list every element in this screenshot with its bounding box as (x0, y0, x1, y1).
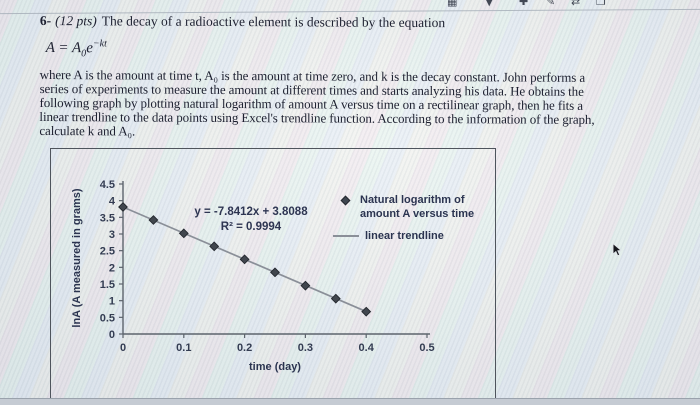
x-tick-label: 0 (120, 342, 126, 354)
equation-lhs: A = A (45, 40, 82, 57)
equation-exponent: −kt (92, 38, 107, 50)
r-squared-value: R² = 0.9994 (220, 221, 282, 233)
y-tick-label: 1.5 (100, 279, 115, 291)
problem-body: where A is the amount at time t, A₀ is t… (39, 67, 594, 140)
legend-entry-trendline: linear trendline (333, 229, 489, 243)
y-axis-title: lnA (A measured in grams) (71, 188, 83, 328)
y-tick-label: 3.5 (100, 212, 115, 224)
data-point (330, 293, 341, 304)
y-tick-label: 2.5 (100, 246, 115, 258)
y-tick-label: 1 (109, 296, 115, 308)
legend-label: Natural logarithm of amount A versus tim… (360, 194, 475, 220)
problem-heading: 6- (12 pts) The decay of a radioactive ele… (40, 13, 595, 32)
swap-arrows-icon[interactable]: ⇄ (571, 0, 581, 8)
y-tick-label: 4 (109, 196, 116, 208)
problem-intro: The decay of a radioactive element is de… (101, 13, 446, 31)
trendline-equation: y = -7.8412x + 3.8088 (194, 206, 308, 218)
diamond-marker-icon (340, 195, 351, 206)
plus-icon[interactable]: ✚ (519, 0, 529, 8)
legend-entry-scatter: Natural logarithm of amount A versus tim… (339, 193, 489, 221)
chart: 0 0.1 0.2 0.3 0.4 0.5 0 0.5 1 1.5 2 2.5 3 3.5 4 4.5 lnA… (50, 148, 496, 400)
y-tick-label: 3 (109, 229, 115, 241)
y-tick-label: 2 (109, 262, 115, 274)
x-tick-label: 0.1 (176, 342, 191, 354)
document-icon[interactable]: ❐ (596, 0, 606, 8)
problem-points: (12 pts) (55, 13, 97, 29)
data-point (148, 215, 159, 225)
screen-bottom-edge (0, 398, 700, 405)
x-axis-title: time (day) (249, 361, 301, 373)
x-tick-label: 0.2 (237, 342, 252, 354)
data-point (178, 228, 189, 239)
data-point (239, 254, 250, 265)
grid-icon[interactable]: ▦ (447, 0, 458, 8)
y-tick-label: 0.5 (100, 312, 115, 324)
chart-legend: Natural logarithm of amount A versus tim… (333, 193, 489, 243)
data-point (270, 267, 280, 278)
mouse-cursor-icon (612, 243, 622, 257)
x-tick-label: 0.3 (298, 342, 313, 354)
y-tick-label: 4.5 (100, 179, 115, 191)
x-tick-label: 0.5 (419, 342, 434, 354)
data-point (209, 241, 220, 252)
y-tick-label: 0 (109, 329, 115, 341)
pencil-icon[interactable]: ✎ (546, 0, 556, 8)
problem-statement: 6- (12 pts) The decay of a radioactive ele… (39, 13, 595, 140)
data-point (361, 306, 372, 317)
data-point (118, 202, 128, 212)
data-point (300, 280, 311, 291)
decay-equation: A = A0e−kt (46, 38, 595, 62)
legend-label: linear trendline (365, 230, 444, 242)
problem-number: 6- (39, 13, 52, 29)
chevron-down-icon[interactable]: ▼ (485, 0, 494, 8)
chart-plot: 0 0.1 0.2 0.3 0.4 0.5 0 0.5 1 1.5 2 2.5 3 3.5 4 4.5 (100, 179, 435, 354)
x-tick-label: 0.4 (359, 342, 375, 354)
trendline-equation-annotation: y = -7.8412x + 3.8088 R² = 0.9994 (156, 205, 346, 235)
line-marker-icon (333, 235, 359, 237)
